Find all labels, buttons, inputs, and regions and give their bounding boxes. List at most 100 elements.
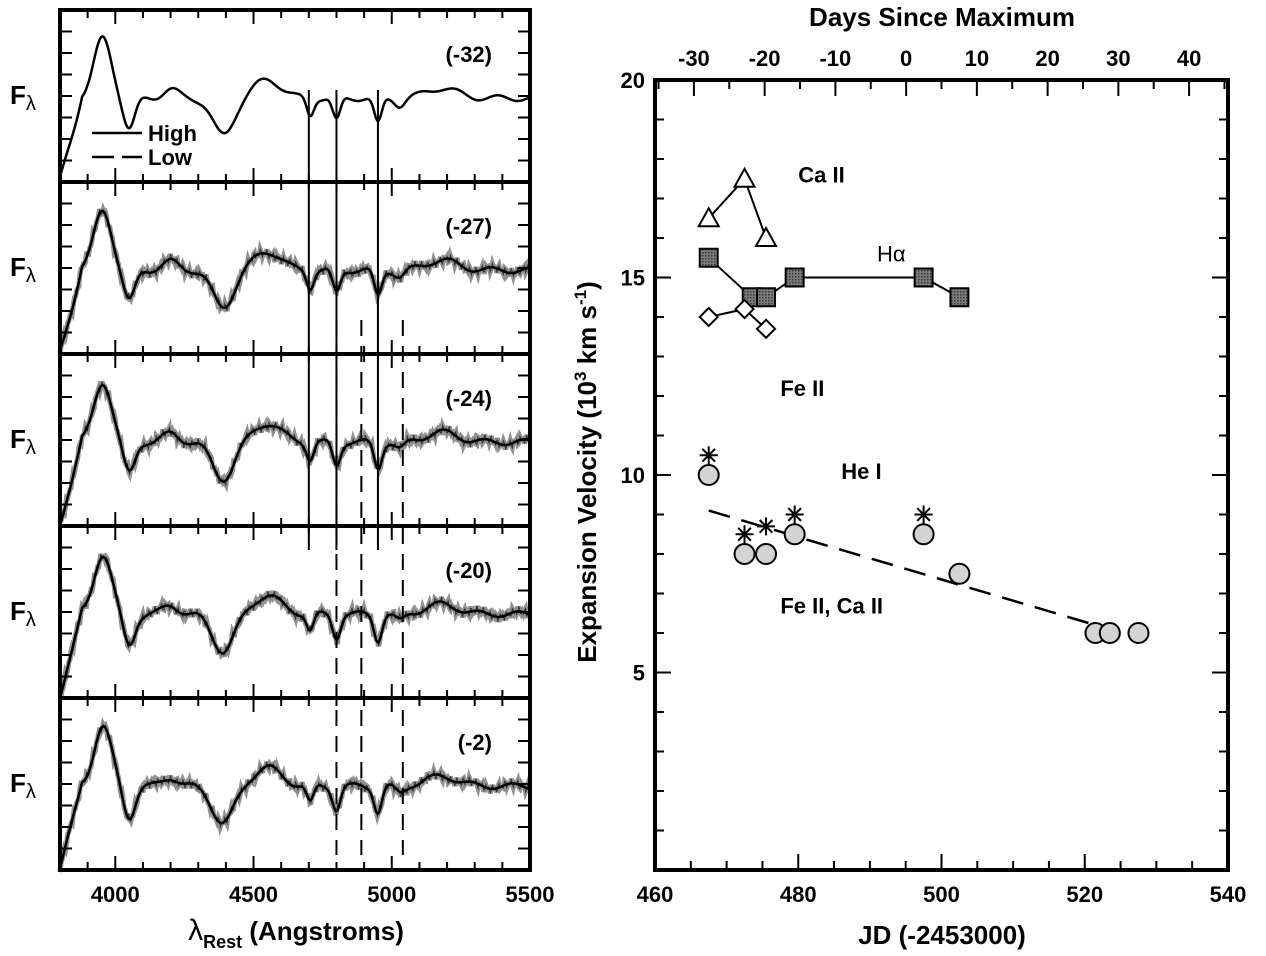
epoch-label: (-20)	[446, 558, 492, 583]
spectra-x-tick-label: 5500	[506, 882, 555, 907]
velocity-x-tick-label: 480	[780, 882, 817, 907]
asterisk-stroke	[701, 448, 716, 463]
circle-point	[697, 464, 720, 486]
ylabel-main: Expansion Velocity (10	[572, 381, 602, 663]
series-annotation: Fe II	[780, 376, 824, 401]
series-annotation: He I	[841, 459, 881, 484]
flux-axis-label: Fλ	[10, 424, 36, 459]
days-tick-label: 20	[1035, 46, 1059, 71]
asterisk-point	[785, 505, 804, 524]
rest-subscript: Rest	[203, 932, 242, 952]
days-tick-label: -10	[819, 46, 851, 71]
velocity-y-axis-title: Expansion Velocity (103 km s-1)	[571, 281, 602, 663]
circle-point	[733, 543, 756, 565]
spectrum-panel-3: Fλ (-24)	[10, 352, 532, 528]
epoch-label: (-27)	[446, 214, 492, 239]
spectra-x-tick-label: 4000	[91, 882, 140, 907]
ylabel-mid: km s	[572, 305, 602, 372]
spectrum-panel-1: Fλ (-32)	[10, 8, 532, 184]
series-h-	[698, 247, 970, 308]
model-spectrum	[58, 209, 531, 351]
flux-subscript: λ	[26, 93, 36, 115]
days-tick-label: -30	[678, 46, 710, 71]
square-point	[756, 287, 777, 308]
velocity-frame	[653, 78, 1230, 872]
series-ca-ii	[697, 166, 778, 247]
spectra-panel: Fλ (-32) Fλ (-27) Fλ (-24) Fλ (-20) Fλ (-2) HighLo…	[10, 8, 555, 907]
flux-subscript: λ	[26, 781, 36, 803]
square-point	[913, 267, 934, 288]
legend-label: Low	[148, 145, 193, 170]
circle-point	[1098, 622, 1121, 644]
series-annotation: Ca II	[798, 163, 844, 188]
flux-axis-label: Fλ	[10, 596, 36, 631]
flux-symbol: F	[10, 80, 26, 110]
diamond-point	[734, 298, 755, 320]
circle-point	[755, 543, 778, 565]
asterisk-stroke	[758, 519, 774, 534]
velocity-top-axis-title: Days Since Maximum	[809, 2, 1075, 32]
velocity-x-axis-title: JD (-2453000)	[858, 920, 1026, 950]
velocity-y-tick-label: 10	[621, 463, 645, 488]
square-point	[949, 287, 970, 308]
days-tick-label: 40	[1177, 46, 1201, 71]
velocity-panel: 460 480 500 520 540 -30 -20 -10 0 10 20 30 40 5 10 15 20…	[621, 46, 1247, 907]
flux-subscript: λ	[26, 437, 36, 459]
circle-point	[783, 523, 806, 546]
ylabel-sup1: 3	[571, 372, 590, 381]
model-spectrum	[58, 725, 531, 869]
spectrum-panel-2: Fλ (-27)	[10, 180, 533, 356]
circle-point	[912, 523, 935, 546]
model-spectrum	[58, 555, 531, 699]
ylabel-end: )	[572, 281, 602, 290]
series-annotation: Fe II, Ca II	[780, 593, 883, 618]
flux-symbol: F	[10, 252, 26, 282]
diamond-point	[755, 318, 777, 340]
model-spectrum	[58, 35, 531, 177]
epoch-label: (-2)	[458, 730, 492, 755]
spectrum-panel-5: Fλ (-2)	[10, 696, 532, 873]
asterisk-point	[914, 505, 933, 524]
asterisk-point	[735, 525, 754, 544]
flux-symbol: F	[10, 596, 26, 626]
days-tick-label: 30	[1106, 46, 1130, 71]
flux-axis-label: Fλ	[10, 768, 36, 803]
lambda-symbol: λ	[188, 914, 203, 947]
velocity-x-tick-label: 520	[1066, 882, 1103, 907]
triangle-point	[732, 166, 757, 188]
days-tick-label: -20	[749, 46, 781, 71]
flux-axis-label: Fλ	[10, 252, 36, 287]
epoch-label: (-32)	[446, 42, 492, 67]
circle-point	[1127, 622, 1150, 644]
flux-subscript: λ	[26, 609, 36, 631]
series-fe-ii	[698, 298, 777, 340]
velocity-y-tick-label: 15	[621, 266, 645, 291]
diamond-point	[698, 306, 720, 328]
series-fe-ii-ca-ii	[697, 464, 1150, 644]
spectra-x-tick-label: 4500	[229, 882, 278, 907]
velocity-x-tick-label: 460	[637, 882, 674, 907]
legend-label: High	[148, 121, 197, 146]
velocity-x-tick-label: 540	[1210, 882, 1247, 907]
asterisk-point	[757, 517, 776, 536]
days-tick-label: 0	[900, 46, 912, 71]
asterisk-stroke	[916, 507, 931, 522]
spectra-x-axis-title: λRest (Angstroms)	[188, 914, 404, 952]
triangle-point	[697, 206, 721, 228]
asterisk-stroke	[787, 507, 802, 522]
epoch-label: (-24)	[446, 386, 492, 411]
series-annotation: Hα	[877, 242, 906, 267]
square-point	[784, 267, 805, 288]
velocity-y-tick-label: 20	[621, 68, 645, 93]
triangle-point	[754, 225, 778, 247]
flux-symbol: F	[10, 768, 26, 798]
ylabel-sup2: -1	[571, 290, 590, 305]
velocity-y-tick-label: 5	[633, 661, 645, 686]
circle-point	[948, 562, 971, 585]
series-he-i	[699, 446, 933, 544]
flux-symbol: F	[10, 424, 26, 454]
model-spectrum	[58, 383, 531, 526]
spectrum-panel-4: Fλ (-20)	[10, 524, 533, 700]
